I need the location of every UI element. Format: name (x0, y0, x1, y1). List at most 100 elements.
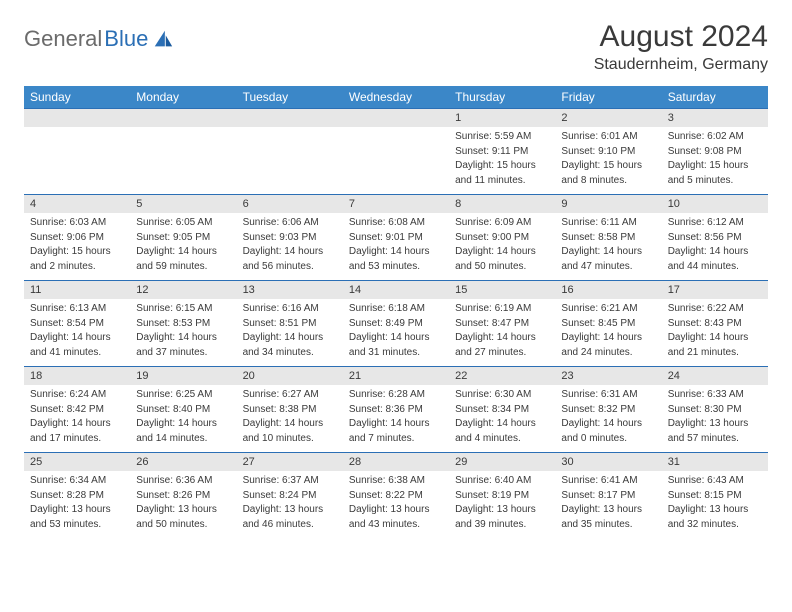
sunset-text: Sunset: 8:17 PM (561, 489, 655, 503)
sunset-text: Sunset: 8:42 PM (30, 403, 124, 417)
daylight-text: and 0 minutes. (561, 432, 655, 446)
day-header: Sunday (24, 86, 130, 109)
sunrise-text: Sunrise: 6:02 AM (668, 130, 762, 144)
daylight-text: Daylight: 15 hours (455, 159, 549, 173)
day-cell: Sunrise: 6:01 AMSunset: 9:10 PMDaylight:… (555, 127, 661, 195)
logo-text-general: General (24, 26, 102, 52)
daylight-text: Daylight: 13 hours (243, 503, 337, 517)
sunset-text: Sunset: 8:22 PM (349, 489, 443, 503)
daylight-text: and 2 minutes. (30, 260, 124, 274)
daylight-text: Daylight: 14 hours (349, 417, 443, 431)
day-number: 17 (662, 281, 768, 300)
day-number: 26 (130, 453, 236, 472)
day-cell: Sunrise: 6:36 AMSunset: 8:26 PMDaylight:… (130, 471, 236, 538)
sunrise-text: Sunrise: 5:59 AM (455, 130, 549, 144)
day-number: 10 (662, 195, 768, 214)
day-cell: Sunrise: 6:02 AMSunset: 9:08 PMDaylight:… (662, 127, 768, 195)
sunset-text: Sunset: 8:15 PM (668, 489, 762, 503)
sunrise-text: Sunrise: 6:33 AM (668, 388, 762, 402)
daylight-text: and 47 minutes. (561, 260, 655, 274)
day-cell: Sunrise: 6:43 AMSunset: 8:15 PMDaylight:… (662, 471, 768, 538)
day-header: Monday (130, 86, 236, 109)
sunset-text: Sunset: 8:53 PM (136, 317, 230, 331)
daylight-text: Daylight: 14 hours (30, 417, 124, 431)
daylight-text: and 59 minutes. (136, 260, 230, 274)
month-title: August 2024 (594, 20, 768, 54)
day-cell: Sunrise: 6:24 AMSunset: 8:42 PMDaylight:… (24, 385, 130, 453)
sunrise-text: Sunrise: 6:03 AM (30, 216, 124, 230)
day-number: 23 (555, 367, 661, 386)
daylight-text: Daylight: 14 hours (455, 245, 549, 259)
sunrise-text: Sunrise: 6:27 AM (243, 388, 337, 402)
day-number: 7 (343, 195, 449, 214)
sunrise-text: Sunrise: 6:24 AM (30, 388, 124, 402)
sunrise-text: Sunrise: 6:15 AM (136, 302, 230, 316)
day-content-row: Sunrise: 6:34 AMSunset: 8:28 PMDaylight:… (24, 471, 768, 538)
day-number: 22 (449, 367, 555, 386)
daylight-text: and 50 minutes. (136, 518, 230, 532)
daylight-text: and 41 minutes. (30, 346, 124, 360)
sunrise-text: Sunrise: 6:37 AM (243, 474, 337, 488)
daylight-text: and 53 minutes. (349, 260, 443, 274)
daylight-text: Daylight: 13 hours (455, 503, 549, 517)
day-header: Tuesday (237, 86, 343, 109)
sunset-text: Sunset: 8:54 PM (30, 317, 124, 331)
day-number (24, 109, 130, 128)
sunrise-text: Sunrise: 6:40 AM (455, 474, 549, 488)
daylight-text: Daylight: 15 hours (561, 159, 655, 173)
sunrise-text: Sunrise: 6:06 AM (243, 216, 337, 230)
daylight-text: Daylight: 15 hours (668, 159, 762, 173)
day-cell: Sunrise: 6:33 AMSunset: 8:30 PMDaylight:… (662, 385, 768, 453)
sunset-text: Sunset: 8:30 PM (668, 403, 762, 417)
day-cell: Sunrise: 6:37 AMSunset: 8:24 PMDaylight:… (237, 471, 343, 538)
day-number: 6 (237, 195, 343, 214)
daylight-text: Daylight: 13 hours (349, 503, 443, 517)
day-number: 12 (130, 281, 236, 300)
daylight-text: and 5 minutes. (668, 174, 762, 188)
day-number-row: 18192021222324 (24, 367, 768, 386)
sunrise-text: Sunrise: 6:18 AM (349, 302, 443, 316)
sunrise-text: Sunrise: 6:13 AM (30, 302, 124, 316)
daylight-text: and 17 minutes. (30, 432, 124, 446)
sunset-text: Sunset: 9:05 PM (136, 231, 230, 245)
sunrise-text: Sunrise: 6:21 AM (561, 302, 655, 316)
day-header: Thursday (449, 86, 555, 109)
day-number: 21 (343, 367, 449, 386)
daylight-text: Daylight: 13 hours (561, 503, 655, 517)
daylight-text: and 46 minutes. (243, 518, 337, 532)
sunset-text: Sunset: 8:26 PM (136, 489, 230, 503)
day-number (237, 109, 343, 128)
calendar-page: GeneralBlue August 2024 Staudernheim, Ge… (0, 0, 792, 548)
day-number-row: 45678910 (24, 195, 768, 214)
daylight-text: and 14 minutes. (136, 432, 230, 446)
day-cell: Sunrise: 6:31 AMSunset: 8:32 PMDaylight:… (555, 385, 661, 453)
day-number: 4 (24, 195, 130, 214)
daylight-text: and 39 minutes. (455, 518, 549, 532)
sunrise-text: Sunrise: 6:36 AM (136, 474, 230, 488)
day-number: 8 (449, 195, 555, 214)
day-content-row: Sunrise: 5:59 AMSunset: 9:11 PMDaylight:… (24, 127, 768, 195)
sunset-text: Sunset: 8:28 PM (30, 489, 124, 503)
day-content-row: Sunrise: 6:13 AMSunset: 8:54 PMDaylight:… (24, 299, 768, 367)
sunset-text: Sunset: 8:58 PM (561, 231, 655, 245)
day-cell: Sunrise: 6:25 AMSunset: 8:40 PMDaylight:… (130, 385, 236, 453)
sunset-text: Sunset: 9:06 PM (30, 231, 124, 245)
day-cell: Sunrise: 6:15 AMSunset: 8:53 PMDaylight:… (130, 299, 236, 367)
day-cell (237, 127, 343, 195)
sunset-text: Sunset: 8:51 PM (243, 317, 337, 331)
sunrise-text: Sunrise: 6:08 AM (349, 216, 443, 230)
daylight-text: Daylight: 14 hours (243, 245, 337, 259)
daylight-text: and 8 minutes. (561, 174, 655, 188)
daylight-text: and 10 minutes. (243, 432, 337, 446)
daylight-text: Daylight: 14 hours (668, 245, 762, 259)
sunset-text: Sunset: 9:11 PM (455, 145, 549, 159)
sunset-text: Sunset: 9:03 PM (243, 231, 337, 245)
sunset-text: Sunset: 8:38 PM (243, 403, 337, 417)
day-cell: Sunrise: 5:59 AMSunset: 9:11 PMDaylight:… (449, 127, 555, 195)
daylight-text: and 32 minutes. (668, 518, 762, 532)
sunrise-text: Sunrise: 6:30 AM (455, 388, 549, 402)
sunrise-text: Sunrise: 6:12 AM (668, 216, 762, 230)
daylight-text: and 37 minutes. (136, 346, 230, 360)
sunrise-text: Sunrise: 6:43 AM (668, 474, 762, 488)
day-cell: Sunrise: 6:13 AMSunset: 8:54 PMDaylight:… (24, 299, 130, 367)
